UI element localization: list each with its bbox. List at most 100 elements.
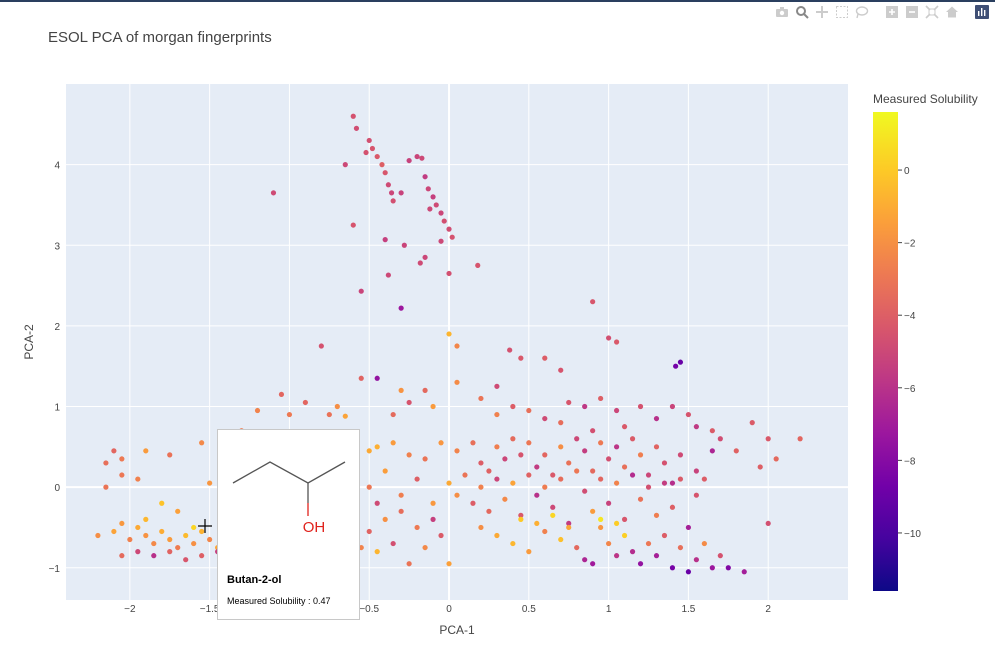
- data-point[interactable]: [454, 448, 460, 454]
- data-point[interactable]: [382, 468, 388, 474]
- data-point[interactable]: [454, 492, 460, 498]
- data-point[interactable]: [350, 222, 356, 228]
- data-point[interactable]: [590, 428, 596, 434]
- data-point[interactable]: [542, 452, 548, 458]
- data-point[interactable]: [398, 492, 404, 498]
- data-point[interactable]: [606, 335, 612, 341]
- autoscale-icon[interactable]: [923, 3, 941, 21]
- data-point[interactable]: [685, 411, 692, 418]
- data-point[interactable]: [207, 536, 213, 543]
- data-point[interactable]: [430, 194, 436, 200]
- data-point[interactable]: [127, 536, 133, 543]
- data-point[interactable]: [486, 508, 492, 514]
- data-point[interactable]: [685, 524, 692, 531]
- data-point[interactable]: [401, 242, 407, 248]
- data-point[interactable]: [717, 553, 723, 559]
- data-point[interactable]: [286, 411, 293, 418]
- data-point[interactable]: [334, 403, 340, 410]
- data-point[interactable]: [574, 436, 580, 442]
- data-point[interactable]: [433, 202, 439, 208]
- data-point[interactable]: [558, 367, 564, 373]
- data-point[interactable]: [637, 452, 644, 458]
- data-point[interactable]: [677, 476, 684, 482]
- data-point[interactable]: [590, 299, 596, 305]
- data-point[interactable]: [183, 557, 189, 563]
- data-point[interactable]: [606, 540, 612, 547]
- data-point[interactable]: [151, 553, 157, 559]
- data-point[interactable]: [629, 472, 636, 478]
- data-point[interactable]: [669, 504, 676, 510]
- data-point[interactable]: [613, 553, 620, 559]
- data-point[interactable]: [358, 288, 364, 294]
- data-point[interactable]: [95, 532, 101, 539]
- data-point[interactable]: [566, 520, 572, 527]
- data-point[interactable]: [645, 540, 652, 547]
- data-point[interactable]: [119, 553, 125, 559]
- camera-icon[interactable]: [773, 3, 791, 21]
- data-point[interactable]: [406, 157, 412, 164]
- data-point[interactable]: [318, 343, 324, 349]
- data-point[interactable]: [590, 561, 596, 567]
- data-point[interactable]: [590, 508, 596, 514]
- data-point[interactable]: [422, 544, 428, 551]
- data-point[interactable]: [566, 460, 572, 466]
- data-point[interactable]: [143, 532, 149, 539]
- data-point[interactable]: [478, 484, 484, 490]
- data-point[interactable]: [398, 387, 404, 393]
- data-point[interactable]: [382, 170, 388, 176]
- data-point[interactable]: [606, 500, 612, 506]
- data-point[interactable]: [725, 565, 731, 571]
- data-point[interactable]: [701, 540, 707, 547]
- data-point[interactable]: [449, 234, 455, 240]
- data-point[interactable]: [446, 226, 452, 232]
- data-point[interactable]: [582, 448, 588, 454]
- data-point[interactable]: [414, 153, 420, 160]
- data-point[interactable]: [422, 254, 428, 260]
- data-point[interactable]: [542, 528, 548, 535]
- data-point[interactable]: [645, 472, 652, 478]
- data-point[interactable]: [534, 492, 540, 498]
- box-select-icon[interactable]: [833, 3, 851, 21]
- data-point[interactable]: [502, 456, 508, 462]
- data-point[interactable]: [693, 492, 699, 498]
- data-point[interactable]: [183, 532, 189, 539]
- data-point[interactable]: [797, 436, 803, 442]
- data-point[interactable]: [486, 468, 492, 474]
- data-point[interactable]: [143, 448, 149, 454]
- data-point[interactable]: [438, 238, 444, 244]
- data-point[interactable]: [382, 237, 388, 243]
- data-point[interactable]: [366, 448, 372, 454]
- data-point[interactable]: [406, 561, 412, 567]
- data-point[interactable]: [475, 262, 481, 269]
- data-point[interactable]: [598, 524, 604, 531]
- data-point[interactable]: [661, 532, 668, 539]
- data-point[interactable]: [417, 260, 423, 266]
- data-point[interactable]: [175, 508, 181, 514]
- data-point[interactable]: [613, 407, 620, 414]
- data-point[interactable]: [613, 520, 620, 527]
- data-point[interactable]: [374, 500, 380, 506]
- data-point[interactable]: [494, 383, 500, 389]
- data-point[interactable]: [143, 516, 149, 522]
- data-point[interactable]: [374, 153, 380, 160]
- data-point[interactable]: [374, 444, 380, 450]
- data-point[interactable]: [653, 512, 660, 518]
- plotly-logo-icon[interactable]: [973, 3, 991, 21]
- data-point[interactable]: [582, 403, 588, 410]
- data-point[interactable]: [526, 472, 532, 478]
- data-point[interactable]: [369, 145, 376, 152]
- data-point[interactable]: [135, 549, 141, 555]
- data-point[interactable]: [637, 496, 644, 502]
- data-point[interactable]: [693, 424, 699, 430]
- data-point[interactable]: [566, 399, 572, 406]
- data-point[interactable]: [526, 440, 532, 446]
- data-point[interactable]: [151, 540, 157, 547]
- data-point[interactable]: [542, 484, 548, 490]
- data-point[interactable]: [582, 488, 588, 494]
- data-point[interactable]: [446, 480, 452, 486]
- data-point[interactable]: [550, 472, 556, 478]
- data-point[interactable]: [446, 561, 452, 567]
- data-point[interactable]: [621, 516, 628, 522]
- data-point[interactable]: [159, 528, 165, 535]
